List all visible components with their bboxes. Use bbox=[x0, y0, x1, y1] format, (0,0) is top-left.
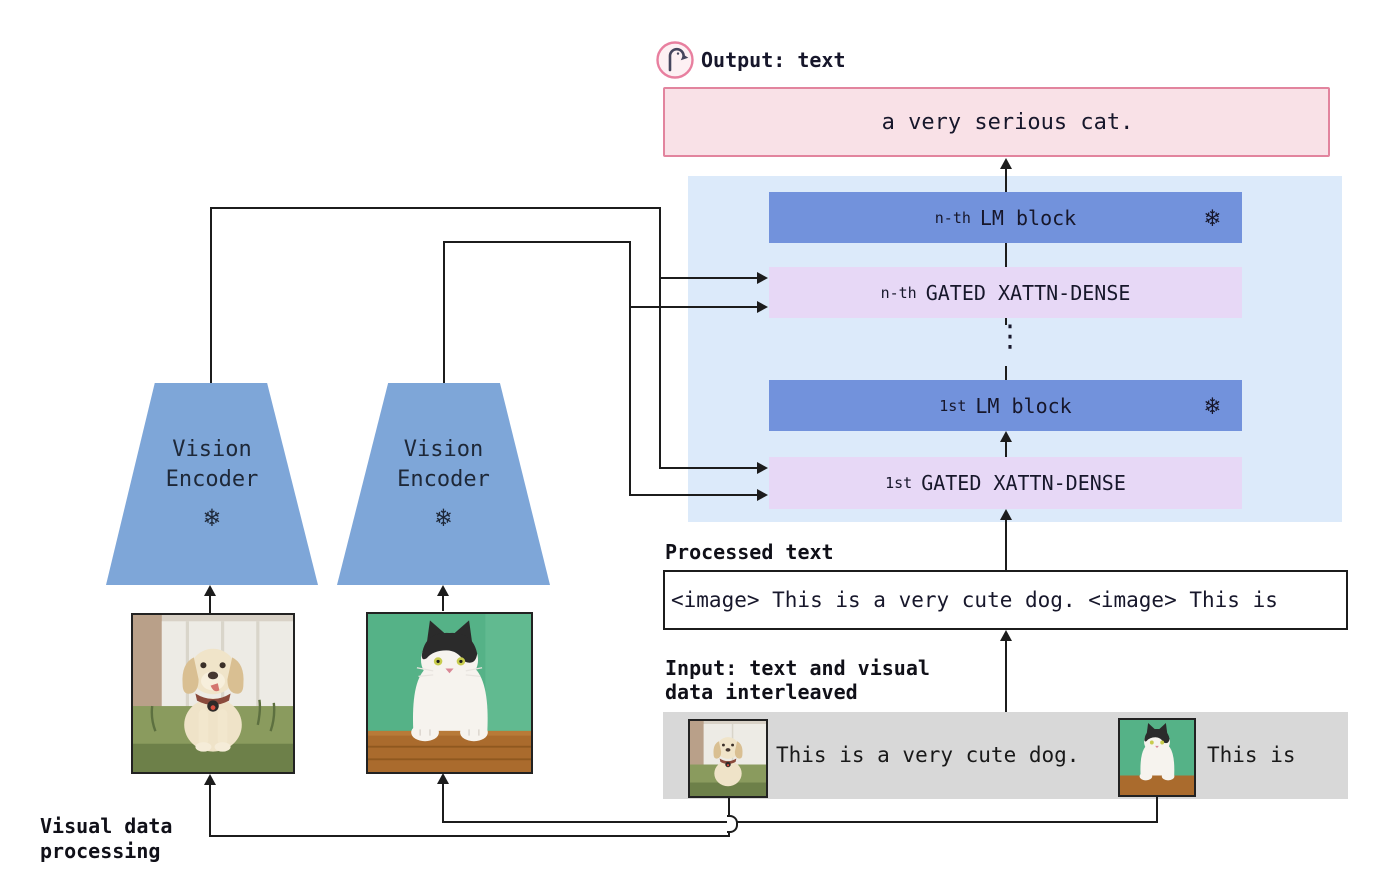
connector-line bbox=[629, 306, 758, 308]
connector-line bbox=[1005, 440, 1007, 457]
nth-lm-block: n-th LM block ❄ bbox=[769, 192, 1242, 243]
connector-line bbox=[1005, 366, 1007, 380]
first-xattn-label: GATED XATTN-DENSE bbox=[921, 471, 1126, 495]
arrowhead-into-first-xattn bbox=[757, 489, 768, 501]
processed-text-label: Processed text bbox=[665, 540, 834, 564]
arrowhead-into-first-xattn bbox=[1000, 509, 1012, 520]
connector-line bbox=[443, 241, 631, 243]
snowflake-icon: ❄ bbox=[1204, 203, 1220, 232]
first-lm-label: LM block bbox=[975, 393, 1072, 418]
output-label: Output: text bbox=[701, 48, 846, 72]
nth-xattn-block: n-th GATED XATTN-DENSE bbox=[769, 267, 1242, 318]
processed-text-box: <image> This is a very cute dog. <image>… bbox=[663, 570, 1348, 630]
first-xattn-prefix: 1st bbox=[885, 474, 913, 492]
vision-encoder-label-line2: Encoder bbox=[397, 467, 490, 492]
snowflake-icon: ❄ bbox=[435, 503, 452, 533]
arrowhead-into-right-encoder bbox=[437, 585, 449, 596]
cat-image bbox=[366, 612, 533, 774]
connector-line bbox=[442, 782, 444, 823]
connector-line bbox=[629, 494, 758, 496]
connector-line bbox=[442, 594, 444, 611]
arrowhead-into-cat-image bbox=[437, 773, 449, 784]
connector-line bbox=[1005, 243, 1007, 267]
connector-line bbox=[1005, 518, 1007, 570]
first-lm-block: 1st LM block ❄ bbox=[769, 380, 1242, 431]
line-hop bbox=[727, 815, 738, 833]
connector-line bbox=[1005, 639, 1007, 712]
processed-text: <image> This is a very cute dog. <image>… bbox=[671, 588, 1278, 612]
first-xattn-block: 1st GATED XATTN-DENSE bbox=[769, 457, 1242, 509]
connector-line bbox=[728, 829, 730, 837]
nth-lm-label: LM block bbox=[979, 205, 1077, 230]
arrowhead-into-output bbox=[1000, 158, 1012, 169]
input-label-line2: data interleaved bbox=[665, 680, 858, 704]
output-text: a very serious cat. bbox=[881, 109, 1134, 135]
arrowhead-into-nth-xattn bbox=[757, 301, 768, 313]
connector-line bbox=[1005, 167, 1007, 192]
flamingo-icon bbox=[656, 41, 694, 79]
arrowhead-into-first-xattn bbox=[757, 462, 768, 474]
connector-line bbox=[659, 207, 661, 468]
input-cat-image bbox=[1118, 718, 1196, 797]
first-lm-prefix: 1st bbox=[939, 396, 967, 415]
snowflake-icon: ❄ bbox=[1204, 391, 1220, 420]
visual-data-label-line1: Visual data bbox=[40, 814, 173, 838]
dog-image bbox=[131, 613, 295, 774]
visual-data-label: Visual data processing bbox=[40, 814, 172, 864]
connector-line bbox=[209, 594, 211, 613]
vision-encoder-label-line2: Encoder bbox=[165, 467, 259, 492]
input-text-1: This is a very cute dog. bbox=[776, 743, 1080, 767]
connector-line bbox=[209, 783, 211, 837]
connector-line bbox=[210, 207, 660, 209]
arrowhead-into-left-encoder bbox=[204, 585, 216, 596]
connector-line bbox=[210, 835, 730, 837]
input-label-line1: Input: text and visual bbox=[665, 656, 930, 680]
input-dog-image bbox=[688, 719, 768, 798]
arrowhead-into-nth-xattn bbox=[757, 272, 768, 284]
output-text-box: a very serious cat. bbox=[663, 87, 1330, 157]
arrowhead-into-processed bbox=[1000, 630, 1012, 641]
connector-line bbox=[629, 241, 631, 495]
connector-line bbox=[443, 241, 445, 383]
arrowhead-into-first-lm bbox=[1000, 431, 1012, 442]
connector-line bbox=[443, 821, 1158, 823]
input-label: Input: text and visual data interleaved bbox=[665, 656, 930, 704]
connector-line bbox=[1005, 318, 1007, 325]
arrowhead-into-dog-image bbox=[204, 774, 216, 785]
input-text-2: This is bbox=[1207, 743, 1296, 767]
nth-xattn-prefix: n-th bbox=[880, 283, 917, 302]
output-header: Output: text bbox=[656, 41, 846, 79]
connector-line bbox=[659, 467, 758, 469]
nth-lm-prefix: n-th bbox=[934, 208, 971, 227]
vision-encoder-right: Vision Encoder ❄ bbox=[337, 383, 550, 585]
connector-line bbox=[1156, 797, 1158, 823]
vision-encoder-left: Vision Encoder ❄ bbox=[106, 383, 318, 585]
connector-line bbox=[659, 277, 758, 279]
nth-xattn-label: GATED XATTN-DENSE bbox=[925, 280, 1131, 305]
snowflake-icon: ❄ bbox=[204, 503, 220, 533]
input-box bbox=[663, 712, 1348, 799]
connector-line bbox=[728, 798, 730, 817]
vision-encoder-label-line1: Vision bbox=[172, 437, 252, 462]
connector-line bbox=[210, 207, 212, 383]
stack-ellipsis: ⋮ bbox=[995, 319, 1025, 354]
visual-data-label-line2: processing bbox=[40, 839, 161, 863]
vision-encoder-label-line1: Vision bbox=[403, 437, 484, 462]
